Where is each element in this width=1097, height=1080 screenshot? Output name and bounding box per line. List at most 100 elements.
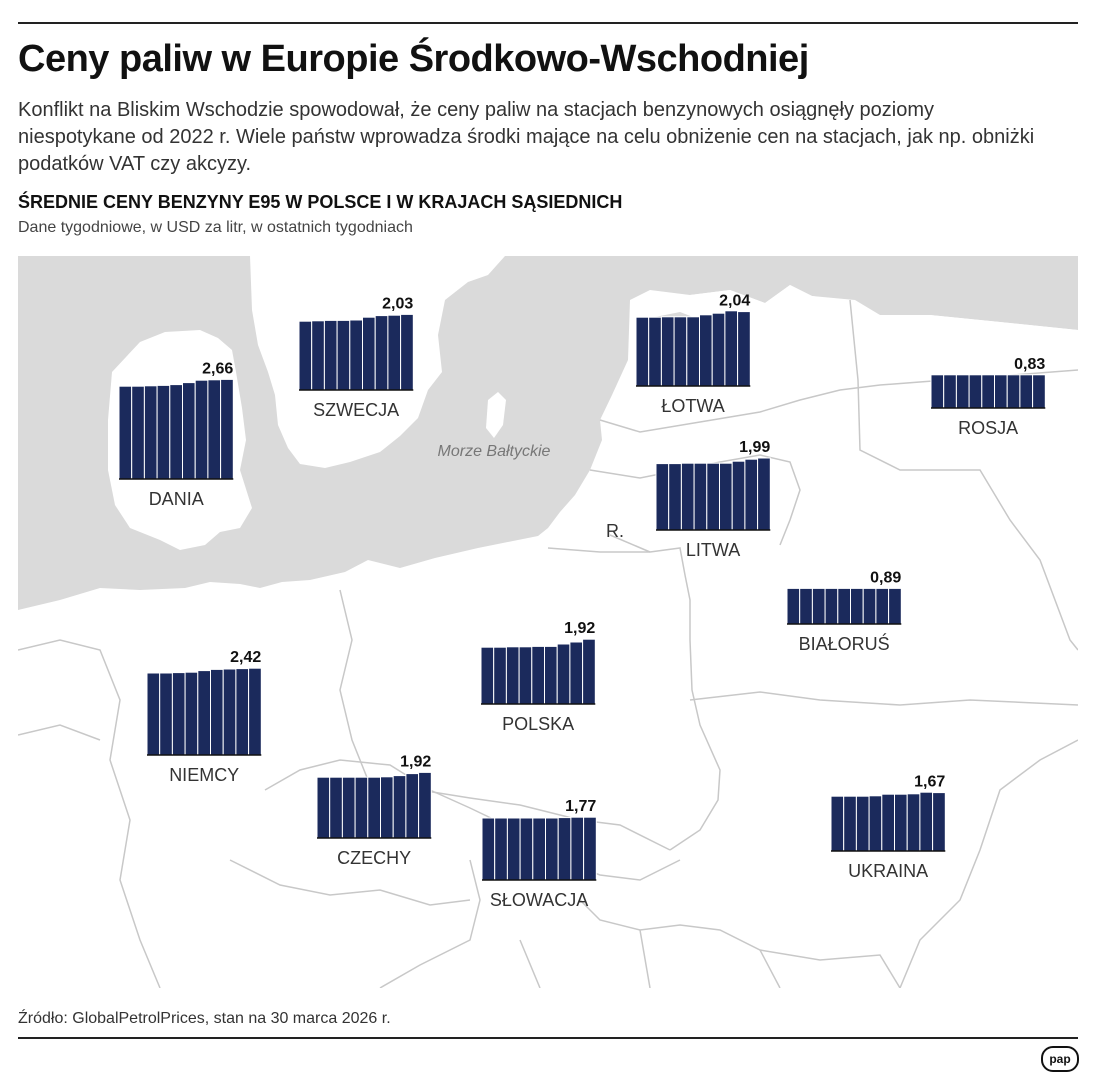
bar bbox=[532, 817, 546, 881]
bar bbox=[1032, 374, 1046, 409]
bar bbox=[850, 587, 864, 625]
gotland-land bbox=[486, 392, 506, 438]
value-label: 0,89 bbox=[870, 569, 901, 586]
bar-group: 1,77 SŁOWACJA bbox=[481, 798, 597, 910]
bar bbox=[400, 313, 414, 391]
bar bbox=[493, 646, 507, 705]
bar bbox=[731, 460, 746, 531]
bar bbox=[660, 316, 675, 387]
bar-group: 2,04 ŁOTWA bbox=[635, 293, 751, 416]
border-line bbox=[639, 929, 651, 988]
bar bbox=[392, 775, 407, 839]
bar bbox=[906, 793, 921, 852]
bar bbox=[582, 638, 596, 705]
bar bbox=[362, 316, 376, 391]
page-title: Ceny paliw w Europie Środkowo-Wschodniej bbox=[18, 38, 809, 80]
bar bbox=[711, 312, 726, 387]
bar bbox=[868, 795, 883, 852]
bar bbox=[316, 776, 331, 839]
bar bbox=[994, 374, 1008, 409]
bar bbox=[737, 311, 751, 387]
value-label: 2,66 bbox=[202, 360, 233, 377]
bar bbox=[169, 384, 184, 480]
bar bbox=[481, 817, 496, 881]
country-label: LITWA bbox=[686, 540, 740, 560]
bar bbox=[387, 314, 402, 391]
bar bbox=[248, 667, 262, 756]
country-label: ROSJA bbox=[958, 418, 1018, 438]
sea-label: Morze Bałtyckie bbox=[438, 443, 551, 460]
bar bbox=[207, 379, 222, 480]
value-label: 1,92 bbox=[564, 620, 595, 637]
bar bbox=[881, 793, 895, 852]
border-line bbox=[229, 859, 471, 906]
chart-subtitle: Dane tygodniowe, w USD za litr, w ostatn… bbox=[18, 219, 413, 236]
map-chart: Morze Bałtyckie R. 2,66DANIA2,03SZWECJA2… bbox=[18, 256, 1078, 988]
bar bbox=[545, 817, 559, 881]
bar bbox=[194, 379, 209, 480]
bar bbox=[919, 791, 934, 852]
bar bbox=[673, 316, 688, 387]
pap-logo: pap bbox=[1041, 1046, 1079, 1072]
bar bbox=[311, 320, 325, 391]
bar bbox=[668, 463, 682, 531]
bar-group: 2,42 NIEMCY bbox=[146, 649, 262, 785]
bar bbox=[888, 587, 902, 625]
bar bbox=[197, 670, 212, 756]
bar bbox=[680, 462, 695, 531]
border-line bbox=[759, 949, 781, 988]
border-line bbox=[579, 899, 901, 988]
border-line bbox=[264, 759, 681, 881]
border-line bbox=[599, 369, 1078, 433]
bar bbox=[556, 643, 571, 705]
country-label: ŁOTWA bbox=[661, 396, 724, 416]
source-note: Źródło: GlobalPetrolPrices, stan na 30 m… bbox=[18, 1010, 391, 1027]
kaliningrad-label: R. bbox=[606, 521, 624, 541]
value-label: 0,83 bbox=[1014, 356, 1045, 373]
bar bbox=[349, 319, 363, 391]
bar bbox=[719, 462, 733, 531]
country-label: DANIA bbox=[149, 489, 204, 509]
bar bbox=[519, 817, 534, 881]
border-line bbox=[689, 691, 1078, 706]
border-line bbox=[609, 534, 651, 553]
bar bbox=[955, 374, 970, 409]
bar bbox=[1019, 374, 1034, 409]
bar bbox=[811, 587, 826, 625]
bar bbox=[118, 385, 133, 480]
border-line bbox=[589, 454, 801, 546]
bar-groups: 2,66 DANIA 2,03 SZWECJA 2,04 ŁOTWA 0,83 ROSJA 1,… bbox=[118, 293, 1046, 910]
bar bbox=[799, 587, 813, 625]
bar bbox=[686, 316, 700, 387]
bar bbox=[706, 462, 720, 531]
bar bbox=[930, 374, 945, 409]
bar bbox=[518, 646, 533, 705]
value-label: 1,99 bbox=[739, 439, 770, 456]
bar bbox=[724, 310, 739, 387]
border-line bbox=[849, 299, 1078, 651]
bar bbox=[341, 776, 356, 839]
bar bbox=[323, 319, 338, 391]
bar bbox=[635, 316, 650, 387]
country-label: SZWECJA bbox=[313, 400, 399, 420]
bar bbox=[222, 668, 237, 756]
bar bbox=[405, 773, 420, 839]
lead-text: Konflikt na Bliskim Wschodzie spowodował… bbox=[18, 99, 1035, 175]
bar-group: 0,83 ROSJA bbox=[930, 356, 1046, 438]
bar bbox=[932, 792, 946, 852]
bar bbox=[699, 314, 713, 387]
value-label: 1,92 bbox=[400, 753, 431, 770]
bar-group: 0,89 BIAŁORUŚ bbox=[786, 569, 902, 654]
bar bbox=[855, 795, 870, 852]
bar bbox=[569, 641, 584, 705]
bar bbox=[894, 793, 908, 852]
bar bbox=[655, 463, 670, 531]
bottom-rule bbox=[18, 1037, 1078, 1039]
top-rule bbox=[18, 22, 1078, 24]
country-label: BIAŁORUŚ bbox=[799, 633, 890, 654]
bar bbox=[570, 816, 585, 881]
bar bbox=[220, 378, 234, 480]
chart-title: ŚREDNIE CENY BENZYNY E95 W POLSCE I W KR… bbox=[18, 192, 623, 212]
bar bbox=[557, 817, 572, 881]
bar bbox=[583, 816, 597, 881]
